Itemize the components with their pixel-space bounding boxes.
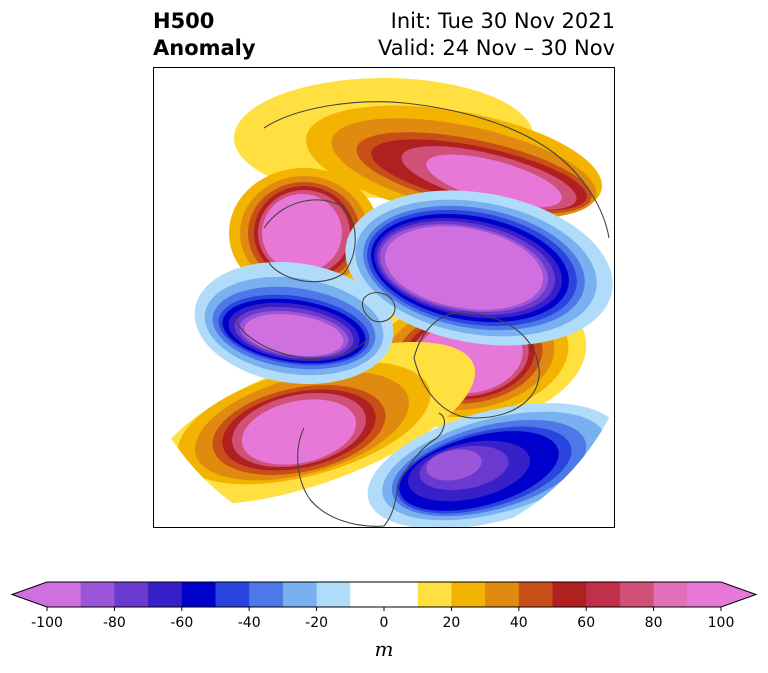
negative-anomaly-siberia [345,190,613,346]
colorbar-segment [282,582,318,607]
colorbar-tick-label: 20 [442,615,460,631]
colorbar-segment [653,582,688,607]
colorbar-tick-label: -80 [103,615,126,631]
positive-anomaly-bering [234,78,602,221]
coastline-alaska [233,317,370,359]
colorbar-segment [619,582,655,607]
coastline-arctic-islands [361,292,396,323]
colorbar-tick-label: 60 [577,615,595,631]
colorbar-segment [47,582,82,607]
coastlines [233,101,610,527]
anomaly-map-svg [154,68,614,527]
colorbar-segment [687,582,722,607]
colorbar-segment [350,582,419,607]
colorbar-segments [10,581,758,608]
anomaly-map [153,67,615,528]
coastline-scandinavia [263,199,356,283]
colorbar-tick-label: -40 [238,615,261,631]
colorbar-svg: -100 -80 -60 -40 -20 0 20 40 60 80 100 m [10,581,758,661]
positive-anomaly-western-north-america [154,342,476,504]
colorbar-segment [148,582,183,607]
colorbar-segment [552,582,587,607]
colorbar-segment [114,582,149,607]
colorbar-tick-label: 0 [380,615,389,631]
colorbar-segment [316,582,351,607]
coastline-asia [263,101,610,239]
colorbar-segment [181,582,216,607]
colorbar-segment [586,582,621,607]
title-right: Init: Tue 30 Nov 2021 Valid: 24 Nov – 30… [378,8,615,62]
positive-anomaly-scandinavia [229,168,379,298]
colorbar-segment [485,582,520,607]
coastline-west [297,427,385,527]
colorbar-segment [249,582,284,607]
colorbar-segment [518,582,553,607]
colorbar: -100 -80 -60 -40 -20 0 20 40 60 80 100 m [0,575,768,673]
colorbar-tick-label: 40 [510,615,528,631]
colorbar-segment [417,582,452,607]
colorbar-tick-label: 80 [645,615,663,631]
coastline-east [383,412,445,527]
colorbar-tick-label: -60 [170,615,193,631]
variable-title: H500 [153,9,215,33]
colorbar-segment [451,582,486,607]
coastline-greenland [413,311,540,419]
colorbar-tick-label: -100 [31,615,63,631]
title-left: H500 Anomaly [153,8,256,62]
colorbar-extend-max [721,582,756,607]
init-time: Init: Tue 30 Nov 2021 [390,9,615,33]
colorbar-extend-min [12,582,47,607]
colorbar-unit-label: m [375,637,394,661]
colorbar-ticks: -100 -80 -60 -40 -20 0 20 40 60 80 100 [31,607,734,631]
colorbar-tick-label: 100 [708,615,735,631]
colorbar-segment [80,582,115,607]
valid-range: Valid: 24 Nov – 30 Nov [378,36,615,60]
anomaly-title: Anomaly [153,36,256,60]
colorbar-tick-label: -20 [305,615,328,631]
colorbar-segment [215,582,250,607]
